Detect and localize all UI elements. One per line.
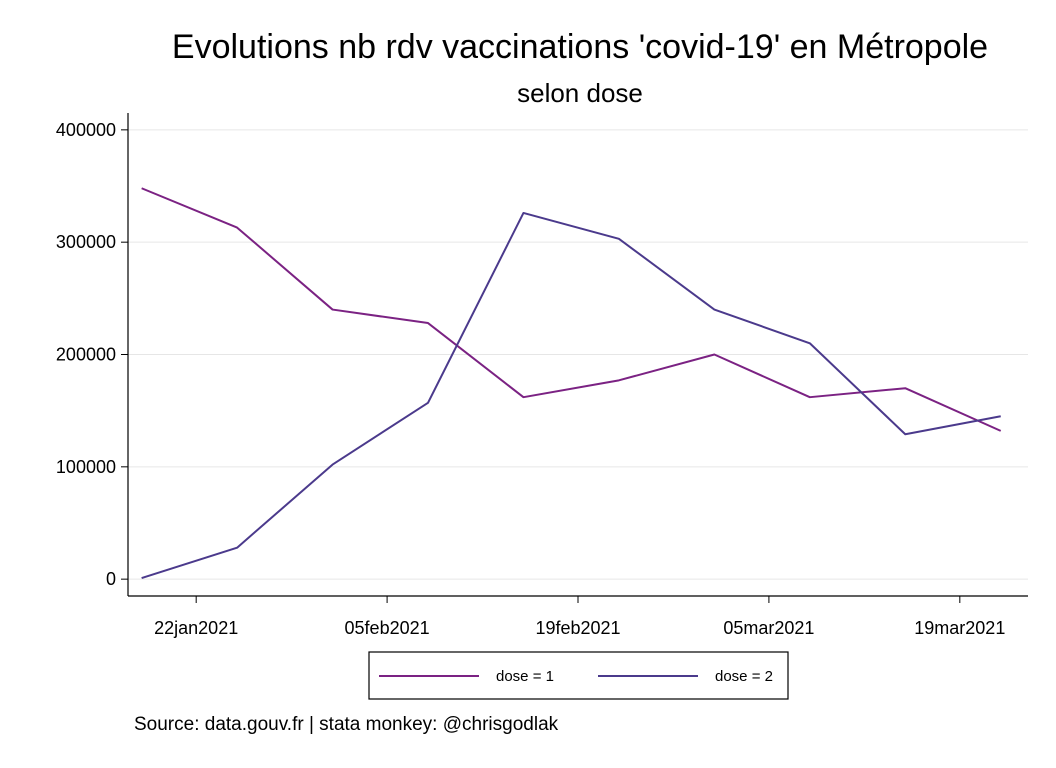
y-tick-label: 100000	[56, 457, 116, 477]
chart-title: Evolutions nb rdv vaccinations 'covid-19…	[171, 28, 989, 66]
legend-label-2: dose = 2	[715, 668, 773, 685]
source-note: Source: data.gouv.fr | stata monkey: @ch…	[134, 714, 559, 735]
x-tick-label: 19mar2021	[914, 618, 1005, 638]
y-tick-label: 0	[106, 569, 116, 589]
series-line-1	[141, 187, 1002, 432]
x-tick-label: 22jan2021	[154, 618, 238, 638]
series-lines	[141, 187, 1002, 579]
y-tick-label: 200000	[56, 345, 116, 365]
y-tick-label: 300000	[56, 232, 116, 252]
legend: dose = 1 dose = 2	[368, 651, 789, 700]
axes: 0 100000 200000 300000 400000 22jan2021 05feb2…	[56, 113, 1028, 638]
chart-subtitle: selon dose	[517, 78, 643, 108]
x-tick-label: 05mar2021	[723, 618, 814, 638]
x-tick-label: 19feb2021	[535, 618, 620, 638]
y-tick-label: 400000	[56, 120, 116, 140]
legend-label-1: dose = 1	[496, 668, 554, 685]
series-line-2	[141, 211, 1001, 579]
x-tick-label: 05feb2021	[345, 618, 430, 638]
grid-lines	[128, 129, 1028, 580]
